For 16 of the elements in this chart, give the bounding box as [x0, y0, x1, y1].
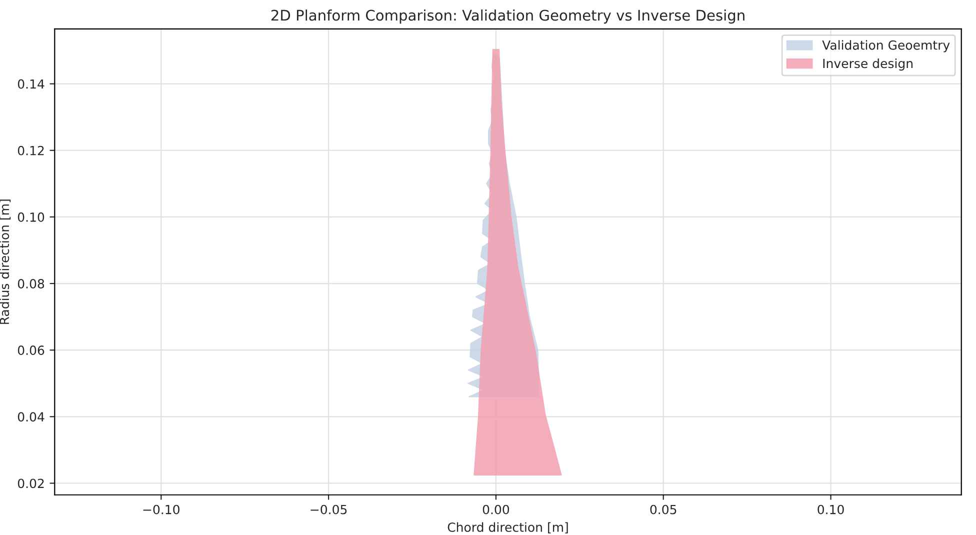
y-tick-label: 0.10 — [18, 212, 44, 222]
y-tick-label: 0.08 — [18, 278, 44, 288]
x-tick-label: 0.00 — [482, 504, 510, 514]
legend-label: Validation Geoemtry — [822, 40, 950, 52]
y-tick-label: 0.06 — [18, 346, 44, 356]
chart-title: 2D Planform Comparison: Validation Geometry vs Inverse Design — [271, 9, 744, 24]
y-tick-label: 0.14 — [18, 79, 44, 89]
x-tick-label: 0.05 — [650, 504, 676, 514]
y-tick-label: 0.12 — [18, 146, 44, 156]
x-axis-title: Chord direction [m] — [448, 522, 568, 534]
y-tick-label: 0.02 — [18, 478, 44, 488]
x-tick-label: −0.05 — [310, 504, 347, 514]
legend-label: Inverse design — [823, 58, 912, 71]
x-tick-label: −0.10 — [143, 504, 180, 514]
x-tick-label: 0.10 — [818, 504, 844, 514]
y-tick-label: 0.04 — [18, 412, 44, 422]
